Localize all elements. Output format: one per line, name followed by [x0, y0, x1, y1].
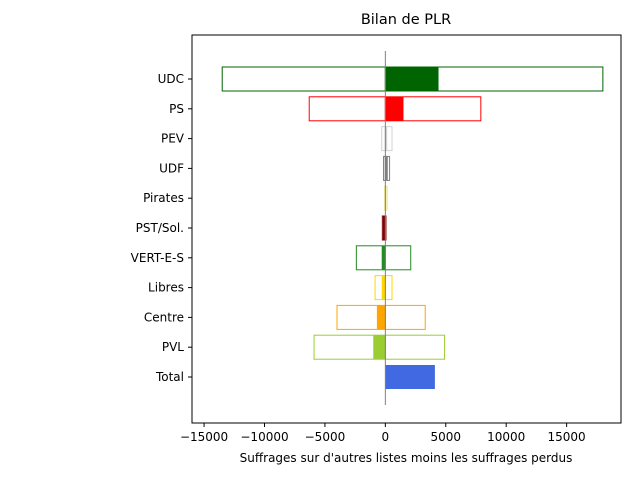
gained-bar-vert-e-s: [384, 245, 412, 271]
y-tick-label-udc: UDC: [158, 72, 184, 86]
x-tick-label: 5000: [431, 430, 462, 444]
y-tick-label-pev: PEV: [161, 132, 185, 146]
plot-frame: [191, 34, 622, 424]
gained-bar-centre: [384, 304, 426, 330]
y-tick-label-ps: PS: [169, 102, 184, 116]
chart-title: Bilan de PLR: [361, 12, 451, 28]
net-bar-total: [385, 365, 435, 389]
y-tick-label-libres: Libres: [148, 281, 184, 295]
y-tick-label-centre: Centre: [144, 310, 184, 324]
y-tick-label-total: Total: [155, 370, 184, 384]
x-tick-label: −5000: [305, 430, 346, 444]
bars: [221, 66, 604, 389]
lost-bar-udc: [221, 66, 386, 92]
lost-bar-vert-e-s: [355, 245, 386, 271]
net-bar-pvl: [373, 335, 386, 360]
net-bar-udc: [385, 67, 439, 91]
y-tick-label-udf: UDF: [159, 161, 184, 175]
net-bar-pev: [385, 126, 388, 151]
x-tick-label: 0: [382, 430, 390, 444]
net-bar-udf: [385, 156, 388, 181]
net-bar-libres: [381, 275, 386, 300]
lost-bar-pev: [381, 126, 386, 152]
x-axis-label: Suffrages sur d'autres listes moins les …: [240, 451, 573, 465]
net-bar-centre: [376, 305, 386, 330]
net-bar-vert-e-s: [381, 245, 386, 270]
gained-bar-libres: [384, 275, 393, 301]
y-axis: UDC PS PEV UDF Pirates PST/Sol. VERT-E-S Libres…: [131, 72, 192, 384]
lost-bar-ps: [308, 96, 386, 122]
net-bar-ps: [385, 96, 404, 121]
y-tick-label-pirates: Pirates: [143, 191, 184, 205]
x-tick-label: 15000: [548, 430, 586, 444]
gained-bar-pvl: [384, 334, 446, 360]
x-tick-label: −15000: [180, 430, 228, 444]
y-tick-label-vert-e-s: VERT-E-S: [131, 251, 184, 265]
x-axis: −15000 −10000 −5000 0 5000 10000 15000: [180, 423, 586, 444]
x-tick-label: −10000: [240, 430, 288, 444]
net-bar-pst-sol: [382, 216, 386, 240]
y-tick-label-pst-sol: PST/Sol.: [136, 221, 184, 235]
x-tick-label: 10000: [487, 430, 525, 444]
y-tick-label-pvl: PVL: [162, 340, 184, 354]
